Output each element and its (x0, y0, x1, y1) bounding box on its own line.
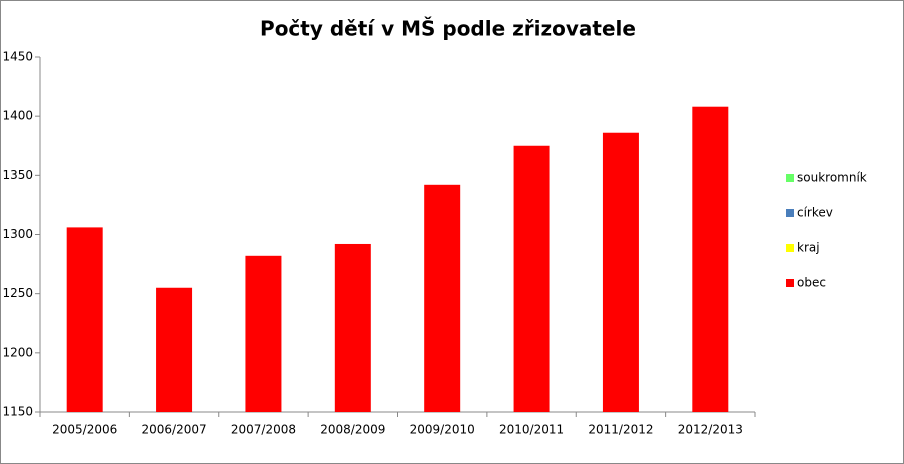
chart-title: Počty dětí v MŠ podle zřizovatele (260, 17, 636, 41)
bar (334, 243, 371, 412)
x-tick-label: 2011/2012 (588, 423, 653, 437)
legend-label: církev (797, 206, 833, 220)
x-tick-label: 2008/2009 (320, 423, 385, 437)
y-tick-label: 1350 (2, 168, 33, 182)
bar (513, 145, 550, 412)
x-tick-label: 2006/2007 (142, 423, 207, 437)
legend-swatch (786, 209, 794, 217)
bar (692, 106, 729, 412)
bar (424, 184, 461, 412)
y-tick-label: 1250 (2, 286, 33, 300)
bar (66, 227, 103, 412)
bar (602, 132, 639, 412)
x-tick-label: 2009/2010 (410, 423, 475, 437)
x-tick-label: 2005/2006 (52, 423, 117, 437)
legend-label: kraj (797, 241, 820, 255)
x-tick-label: 2012/2013 (678, 423, 743, 437)
legend-swatch (786, 279, 794, 287)
legend-swatch (786, 244, 794, 252)
legend-label: soukromník (797, 171, 867, 185)
bar (245, 255, 282, 412)
y-tick-label: 1200 (2, 345, 33, 359)
x-tick-label: 2010/2011 (499, 423, 564, 437)
legend-label: obec (797, 276, 826, 290)
y-tick-label: 1300 (2, 227, 33, 241)
x-tick-label: 2007/2008 (231, 423, 296, 437)
y-tick-label: 1400 (2, 109, 33, 123)
y-tick-label: 1150 (2, 405, 33, 419)
y-tick-label: 1450 (2, 50, 33, 64)
legend-swatch (786, 174, 794, 182)
bar (156, 287, 193, 412)
